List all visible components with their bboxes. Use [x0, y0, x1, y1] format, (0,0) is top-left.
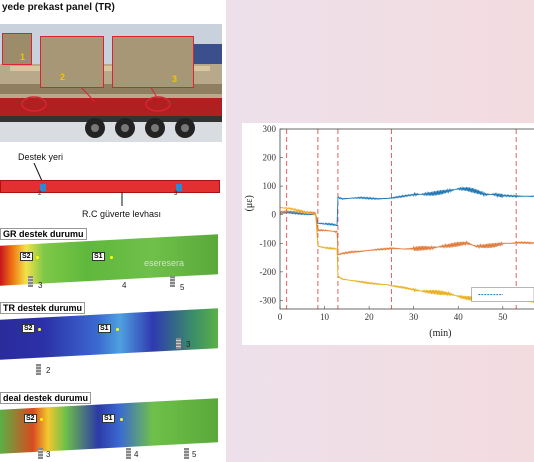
support-tag-right-label: 3: [174, 191, 178, 197]
support-ideal-4: 4: [134, 450, 139, 459]
support-tr-3: 3: [186, 340, 191, 349]
series-line-0: [280, 186, 534, 227]
support-tag-left: [40, 184, 46, 191]
slab-tr: [0, 308, 218, 360]
strain-chart: 300 200 100 0 -100 -200 -300 0 10 20 30 40 50 (με) (…: [242, 123, 534, 345]
y-axis-label: (με): [244, 195, 255, 211]
y-tick-label-1: 200: [263, 153, 277, 163]
sensor-dot-s1-gr: [110, 256, 113, 259]
support-leg-ideal-2: [126, 448, 131, 459]
sensor-dot-s1-ideal: [120, 418, 123, 421]
support-ideal-3: 3: [46, 450, 51, 459]
case-title-ideal: deal destek durumu: [0, 392, 92, 404]
deck-pointer: [121, 192, 123, 206]
sensor-s2-ideal: S2: [24, 414, 37, 423]
support-leg-gr-1: [28, 276, 33, 287]
watermark: eseresera: [144, 258, 185, 268]
event-lines: [286, 129, 517, 309]
callout-box-1: [2, 33, 32, 65]
support-gr-4: 4: [122, 281, 127, 290]
y-tick-label-0: 300: [263, 124, 277, 134]
x-tick-label-3: 30: [409, 312, 419, 322]
support-leg-ideal-1: [38, 448, 43, 459]
support-leg-tr-1: [36, 364, 41, 375]
case-title-gr: GR destek durumu: [0, 228, 87, 240]
callout-number-2: 2: [60, 72, 66, 82]
case-title-tr: TR destek durumu: [0, 302, 86, 314]
figure-title: yede prekast panel (TR): [2, 2, 115, 13]
support-tag-left-label: 2: [38, 191, 42, 197]
support-tr-2: 2: [46, 366, 51, 375]
sensor-dot-s1-tr: [116, 328, 119, 331]
x-tick-label-0: 0: [278, 312, 283, 322]
support-leg-ideal-3: [184, 448, 189, 459]
y-tick-label-2: 100: [263, 181, 277, 191]
x-tick-label-2: 20: [365, 312, 375, 322]
callout-number-1: 1: [20, 52, 26, 62]
sensor-dot-s2-gr: [36, 256, 39, 259]
support-location-label: Destek yeri: [18, 152, 64, 162]
y-tick-label-3: 0: [272, 210, 277, 220]
sensor-dot-s2-ideal: [40, 418, 43, 421]
y-tick-label-4: -100: [260, 238, 277, 248]
sensor-s1-tr: S1: [98, 324, 111, 333]
figure-left-panel: yede prekast panel (TR) 1 2 3 Destek yer…: [0, 0, 226, 462]
support-ideal-5: 5: [192, 450, 197, 459]
support-leg-gr-2: [170, 276, 175, 287]
sensor-s2-gr: S2: [20, 252, 33, 261]
support-tag-right: [176, 184, 182, 191]
callout-box-3: [112, 36, 194, 88]
sensor-s1-ideal: S1: [102, 414, 115, 423]
slab-ideal: [0, 398, 218, 454]
support-pointer: [33, 163, 43, 182]
y-tick-label-6: -300: [260, 295, 277, 305]
callout-box-2: [40, 36, 104, 88]
x-tick-label-1: 10: [320, 312, 330, 322]
series-line-1: [279, 210, 534, 256]
deck-slab-label: R.C güverte levhası: [82, 209, 162, 219]
y-tick-label-5: -200: [260, 267, 277, 277]
support-leg-tr-2: [176, 338, 181, 349]
x-axis-label: (min): [429, 328, 451, 339]
plot-frame: [279, 128, 534, 310]
x-tick-label-4: 40: [454, 312, 464, 322]
sensor-s2-tr: S2: [22, 324, 35, 333]
sensor-s1-gr: S1: [92, 252, 105, 261]
support-gr-5: 5: [180, 283, 185, 292]
sensor-dot-s2-tr: [38, 328, 41, 331]
deck-beam: [0, 180, 220, 193]
support-gr-3: 3: [38, 281, 43, 290]
callout-number-3: 3: [172, 74, 178, 84]
x-tick-label-5: 50: [498, 312, 508, 322]
